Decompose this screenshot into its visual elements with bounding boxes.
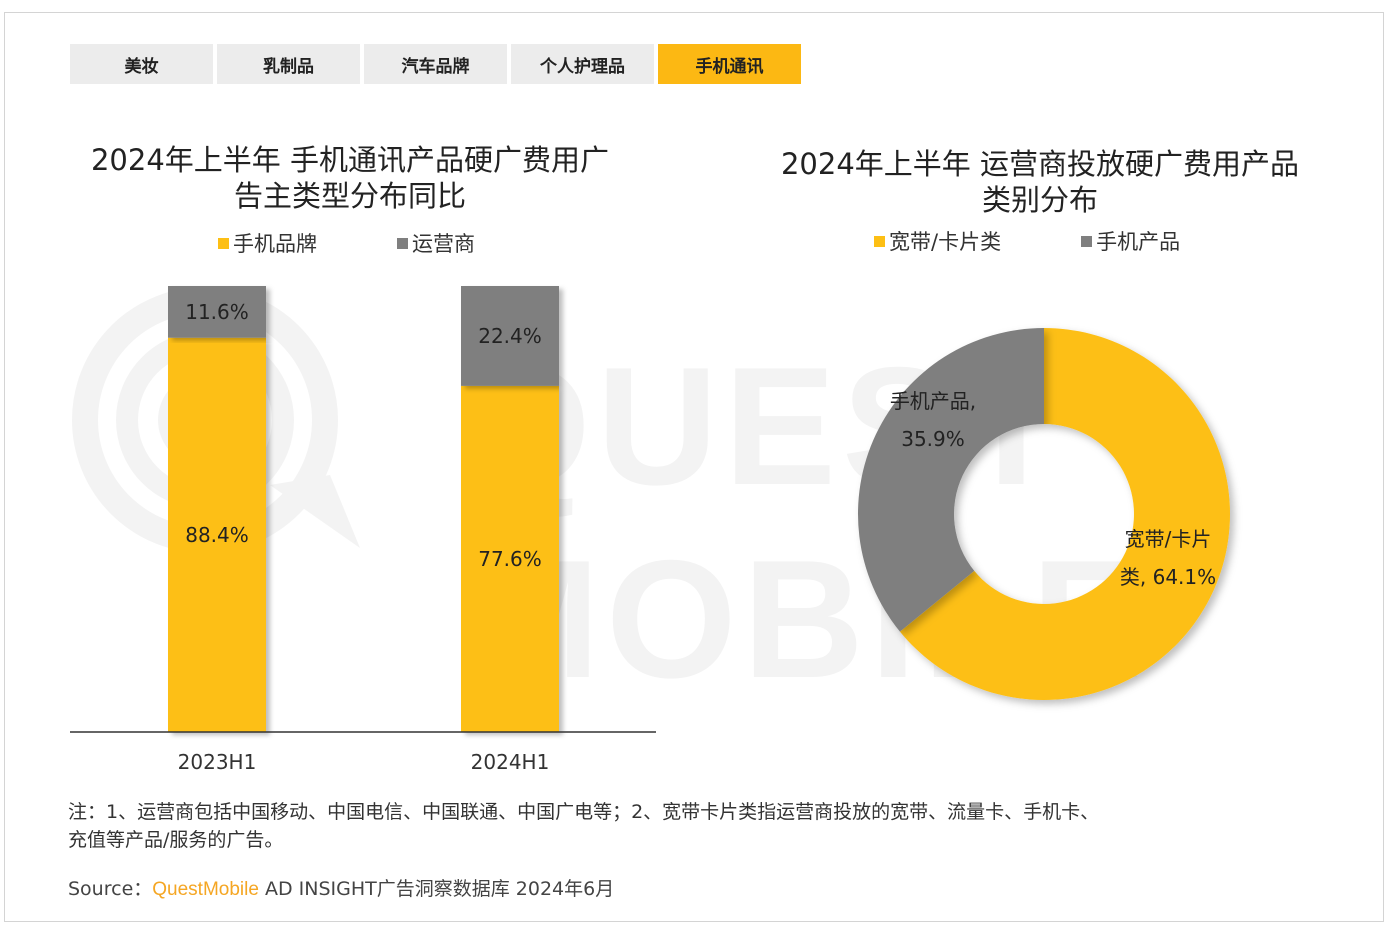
bar-label-2024h1-series-0: 77.6% (478, 547, 542, 571)
source-line: Source：QuestMobile AD INSIGHT广告洞察数据库 202… (68, 874, 614, 901)
donut-label-broadband-line-1: 宽带/卡片 (1125, 527, 1212, 551)
legend-item-phone-products: 手机产品 (1081, 226, 1180, 256)
donut-chart: 宽带/卡片类, 64.1% 手机产品, 35.9% (858, 328, 1230, 701)
legend-label-brand: 手机品牌 (233, 232, 317, 256)
tab-mobile-comm[interactable]: 手机通讯 (658, 44, 801, 84)
bar-label-2023h1-series-0: 88.4% (185, 523, 249, 547)
donut-chart-title: 2024年上半年 运营商投放硬广费用产品 类别分布 (740, 146, 1340, 218)
bar-2024h1-series-1 (461, 286, 559, 386)
bar-chart-legend: 手机品牌 运营商 (218, 228, 475, 258)
donut-slice-broadband (899, 328, 1230, 701)
legend-item-brand: 手机品牌 (218, 228, 317, 258)
source-text: AD INSIGHT广告洞察数据库 2024年6月 (258, 878, 615, 900)
bar-label-2023h1-series-1: 11.6% (185, 300, 249, 324)
donut-label-phone-products-line-2: 35.9% (901, 427, 965, 451)
legend-label-broadband: 宽带/卡片类 (889, 230, 1002, 254)
bar-2023h1-series-1 (168, 286, 266, 338)
legend-label-phone-products: 手机产品 (1096, 230, 1181, 254)
donut-chart-title-line-2: 类别分布 (981, 183, 1098, 217)
footnote-line-2: 充值等产品/服务的广告。 (68, 829, 284, 851)
footnote: 注：1、运营商包括中国移动、中国电信、中国联通、中国广电等；2、宽带卡片类指运营… (68, 798, 1318, 854)
tab-makeup[interactable]: 美妆 (70, 44, 213, 84)
source-brand: QuestMobile (152, 879, 259, 900)
bar-chart-title: 2024年上半年 手机通讯产品硬广费用广 告主类型分布同比 (70, 142, 630, 214)
legend-swatch-operator (397, 237, 408, 249)
bar-chart-title-line-1: 2024年上半年 手机通讯产品硬广费用广 (90, 143, 610, 177)
source-prefix: Source： (68, 878, 153, 900)
bar-label-2024h1-series-1: 22.4% (478, 324, 542, 348)
legend-label-operator: 运营商 (412, 232, 475, 256)
donut-label-broadband-line-2: 类, 64.1% (1120, 565, 1216, 589)
donut-chart-title-line-1: 2024年上半年 运营商投放硬广费用产品 (780, 147, 1300, 181)
legend-item-operator: 运营商 (397, 228, 475, 258)
legend-swatch-broadband (874, 235, 885, 247)
tab-dairy[interactable]: 乳制品 (217, 44, 360, 84)
bar-chart-title-line-2: 告主类型分布同比 (233, 179, 466, 213)
tab-auto-brand[interactable]: 汽车品牌 (364, 44, 507, 84)
x-tick-label-2023h1: 2023H1 (178, 750, 257, 774)
stacked-bar-chart: 88.4% 11.6% 2023H1 77.6% 22.4% 2024H1 (70, 286, 656, 774)
bar-2024h1-series-0 (461, 385, 559, 732)
bar-2023h1-series-0 (168, 337, 266, 732)
donut-label-phone-products-line-1: 手机产品, (890, 389, 976, 413)
donut-chart-legend: 宽带/卡片类 手机产品 (874, 226, 1180, 256)
x-tick-label-2024h1: 2024H1 (471, 750, 550, 774)
legend-swatch-phone-products (1081, 235, 1093, 247)
legend-swatch-brand (218, 237, 229, 249)
donut-slice-phone-products (858, 328, 1044, 632)
footnote-line-1: 注：1、运营商包括中国移动、中国电信、中国联通、中国广电等；2、宽带卡片类指运营… (68, 801, 1100, 823)
tab-personal-care[interactable]: 个人护理品 (511, 44, 654, 84)
category-tabs: 美妆 乳制品 汽车品牌 个人护理品 手机通讯 (70, 44, 801, 84)
legend-item-broadband: 宽带/卡片类 (874, 226, 1001, 256)
